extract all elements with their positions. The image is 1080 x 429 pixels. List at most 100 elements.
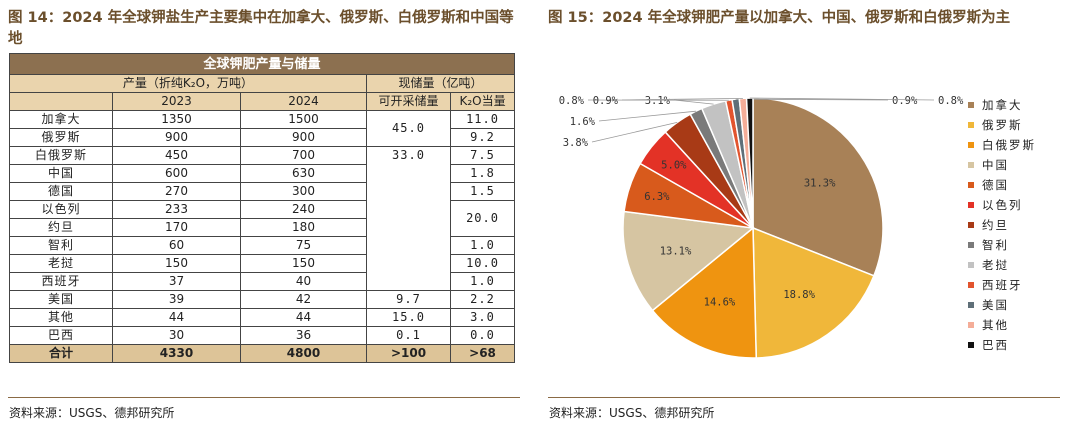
pie-data-label: 0.9% (593, 95, 619, 107)
row-2023: 37 (112, 272, 241, 291)
total-mineable: >100 (366, 344, 451, 363)
row-mineable: 0.1 (366, 326, 451, 345)
header-mineable: 可开采储量 (366, 92, 451, 111)
row-2024: 900 (240, 128, 367, 147)
potash-table: 全球钾肥产量与储量 产量（折纯K₂O，万吨） 现储量（亿吨） 2023 2024… (8, 53, 516, 363)
pie-slice (752, 97, 884, 277)
pie-leader-line (749, 97, 935, 101)
legend-label: 德国 (982, 178, 1009, 192)
pie-data-label: 1.6% (570, 116, 596, 128)
row-2024: 1500 (240, 110, 367, 129)
row-k2o: 10.0 (449, 254, 516, 273)
legend-swatch (968, 222, 974, 228)
legend-swatch (968, 182, 974, 188)
row-2023: 900 (112, 128, 241, 147)
row-2024: 240 (240, 200, 367, 219)
row-country: 白俄罗斯 (9, 146, 113, 165)
table-row: 以色列 233 240 20.0 (9, 200, 516, 237)
row-country: 老挝 (9, 254, 113, 273)
source-left: 资料来源：USGS、德邦研究所 (9, 406, 175, 420)
row-country: 德国 (9, 182, 113, 201)
table-row: 德国 270 300 1.5 (9, 182, 516, 201)
row-country: 美国 (9, 290, 113, 309)
row-k2o: 0.0 (449, 326, 516, 345)
pie-data-label: 18.8% (783, 289, 815, 301)
pie-leader-line (673, 99, 714, 105)
row-2023: 270 (112, 182, 241, 201)
table-total-row: 合计 4330 4800 >100 >68 (9, 344, 516, 363)
row-2023: 1350 (112, 110, 241, 129)
pie-data-label: 6.3% (644, 191, 670, 203)
row-country: 中国 (9, 164, 113, 183)
row-country: 加拿大 (9, 110, 113, 129)
figure-14-title: 图 14：2024 年全球钾盐生产主要集中在加拿大、俄罗斯、白俄罗斯和中国等地 (8, 10, 514, 47)
legend-label: 约旦 (982, 218, 1009, 232)
row-2023: 60 (112, 236, 241, 255)
row-2024: 44 (240, 308, 367, 327)
row-2024: 630 (240, 164, 367, 183)
row-country: 约旦 (9, 218, 113, 237)
legend-label: 智利 (982, 238, 1009, 252)
pie-data-label: 5.0% (661, 160, 687, 172)
legend-label: 老挝 (982, 258, 1009, 272)
legend-label: 美国 (982, 298, 1009, 312)
row-mineable: 45.0 (366, 110, 451, 147)
row-k2o: 1.0 (449, 272, 516, 291)
row-mineable: 15.0 (366, 308, 451, 327)
table-row: 白俄罗斯 450 700 33.0 7.5 (9, 146, 516, 291)
header-2023: 2023 (112, 92, 241, 111)
row-k2o: 3.0 (449, 308, 516, 327)
row-k2o: 7.5 (449, 146, 516, 165)
legend-label: 巴西 (982, 338, 1009, 352)
row-2023: 170 (112, 218, 241, 237)
legend-swatch (968, 302, 974, 308)
legend-swatch (968, 262, 974, 268)
pie-leader-line (621, 97, 743, 101)
legend-label: 中国 (982, 158, 1009, 172)
row-k2o: 9.2 (449, 128, 516, 147)
row-2023: 233 (112, 200, 241, 219)
header-blank (9, 92, 113, 111)
row-2024: 700 (240, 146, 367, 165)
row-2023: 150 (112, 254, 241, 273)
row-country: 巴西 (9, 326, 113, 345)
row-country: 西班牙 (9, 272, 113, 291)
divider-right (548, 397, 1060, 398)
table-row: 智利 60 75 1.0 (9, 236, 516, 255)
legend-label: 俄罗斯 (982, 118, 1023, 132)
pie-slice (651, 226, 758, 359)
legend-swatch (968, 122, 974, 128)
figure-15-title: 图 15：2024 年全球钾肥产量以加拿大、中国、俄罗斯和白俄罗斯为主 (548, 10, 1011, 26)
pie-data-label: 0.8% (938, 95, 964, 107)
pie-data-label: 0.8% (559, 95, 585, 107)
legend-swatch (968, 342, 974, 348)
row-2024: 40 (240, 272, 367, 291)
legend-swatch (968, 162, 974, 168)
row-2023: 44 (112, 308, 241, 327)
legend-swatch (968, 142, 974, 148)
total-name: 合计 (9, 344, 113, 363)
row-2024: 36 (240, 326, 367, 345)
row-k2o: 11.0 (449, 110, 516, 129)
pie-data-label: 14.6% (704, 296, 736, 308)
row-mineable: 9.7 (366, 290, 451, 309)
header-2024: 2024 (240, 92, 367, 111)
legend-label: 以色列 (982, 198, 1023, 212)
table-row: 巴西 30 36 0.1 0.0 (9, 326, 516, 345)
row-k2o: 1.5 (449, 182, 516, 201)
legend-swatch (968, 242, 974, 248)
legend-swatch (968, 102, 974, 108)
row-country: 以色列 (9, 200, 113, 219)
table-row: 其他 44 44 15.0 3.0 (9, 308, 516, 327)
legend-label: 其他 (982, 318, 1009, 332)
pie-data-label: 31.3% (804, 178, 836, 190)
legend-label: 白俄罗斯 (982, 138, 1036, 152)
row-k2o: 2.2 (449, 290, 516, 309)
row-2024: 42 (240, 290, 367, 309)
pie-slice (752, 226, 875, 359)
row-country: 俄罗斯 (9, 128, 113, 147)
row-k2o: 1.8 (449, 164, 516, 183)
pie-leader-line (591, 121, 678, 143)
row-k2o: 1.0 (449, 236, 516, 255)
total-2024: 4800 (240, 344, 367, 363)
